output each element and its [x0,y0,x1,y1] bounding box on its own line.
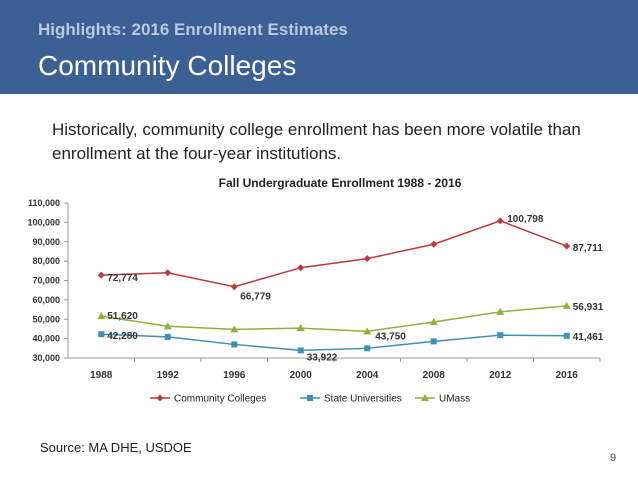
community-colleges-data-label: 87,711 [573,243,603,254]
umass-point [363,327,372,335]
community-colleges-point [164,269,172,277]
legend-label-community-colleges: Community Colleges [174,394,266,405]
community-colleges-point [297,264,305,272]
header-subtitle: Highlights: 2016 Enrollment Estimates [38,20,348,39]
state-universities-point [364,345,371,352]
source-note: Source: MA DHE, USDOE [40,440,192,455]
intro-text: Historically, community college enrollme… [52,120,581,163]
community-colleges-point [563,242,571,250]
community-colleges-point [230,283,238,291]
y-tick-label: 50,000 [32,314,60,324]
state-universities-point [563,332,570,339]
legend-marker-community-colleges [156,394,164,402]
y-tick-label: 70,000 [32,276,60,286]
state-universities-data-label: 42,280 [107,331,138,342]
umass-point [97,312,106,320]
x-tick-label: 1996 [223,370,246,381]
x-tick-label: 2008 [423,370,446,381]
y-tick-label: 110,000 [28,198,60,208]
state-universities-data-label: 41,461 [573,332,604,343]
y-tick-label: 100,000 [27,217,60,227]
umass-data-label: 56,931 [573,302,604,313]
state-universities-point [497,332,504,339]
enrollment-line-chart: Fall Undergraduate Enrollment 1988 - 201… [27,176,604,405]
community-colleges-point [496,217,504,225]
state-universities-point [430,338,437,345]
x-tick-label: 2004 [356,370,379,381]
community-colleges-point [430,240,438,248]
legend-label-state-universities: State Universities [324,394,402,405]
community-colleges-point [97,271,105,279]
x-tick-label: 2012 [489,370,512,381]
legend-marker-umass [421,394,429,401]
state-universities-point [231,341,238,348]
y-tick-label: 80,000 [32,256,60,266]
chart-title: Fall Undergraduate Enrollment 1988 - 201… [219,176,462,190]
page-title: Community Colleges [38,50,297,81]
umass-point [429,317,438,325]
community-colleges-data-label: 72,774 [107,273,138,284]
community-colleges-data-label: 100,798 [507,214,544,225]
umass-point [163,322,172,330]
umass-point [296,324,305,332]
state-universities-point [297,347,304,354]
y-tick-label: 60,000 [32,295,60,305]
community-colleges-data-label: 66,779 [240,292,271,303]
legend-label-umass: UMass [439,394,470,405]
umass-data-label: 51,620 [107,311,138,322]
legend-marker-state-universities [307,395,313,401]
x-tick-label: 1988 [90,370,113,381]
umass-line [101,305,567,333]
state-universities-line [101,333,567,352]
umass-point [230,325,239,333]
y-tick-label: 90,000 [32,237,60,247]
state-universities-point [98,331,105,338]
state-universities-point [164,333,171,340]
community-colleges-line [101,220,568,288]
umass-point [496,307,505,315]
page-number: 9 [610,452,617,464]
x-tick-label: 1992 [157,370,180,381]
umass-data-label: 43,750 [375,331,406,342]
header-banner: Highlights: 2016 Enrollment Estimates Co… [0,0,638,94]
x-tick-label: 2016 [556,370,579,381]
umass-point [562,301,571,309]
community-colleges-point [363,255,371,263]
state-universities-data-label: 33,922 [307,352,338,363]
y-tick-label: 30,000 [32,353,60,363]
y-tick-label: 40,000 [32,334,60,344]
x-tick-label: 2000 [290,370,313,381]
